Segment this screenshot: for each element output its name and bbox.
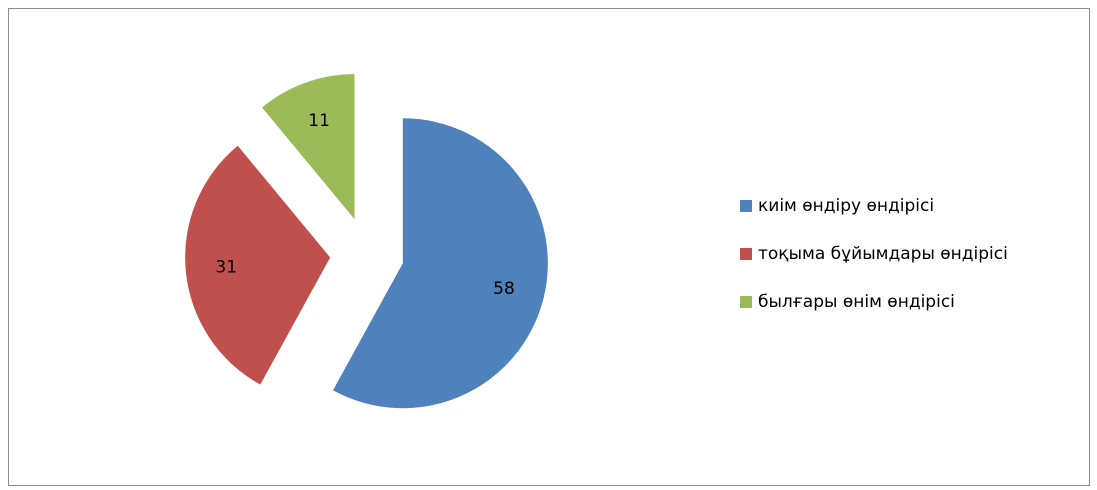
pie-slice xyxy=(332,118,548,409)
data-label: 11 xyxy=(308,111,330,131)
pie-slice xyxy=(185,145,331,385)
data-label: 58 xyxy=(493,279,515,299)
pie-slice xyxy=(262,74,355,220)
legend-label: былғары өнім өндірісі xyxy=(758,292,955,312)
legend-label: тоқыма бұйымдары өндірісі xyxy=(758,244,1008,264)
legend-label: киім өндіру өндірісі xyxy=(758,196,934,216)
data-label: 31 xyxy=(215,257,237,277)
legend-swatch xyxy=(740,296,752,308)
legend-swatch xyxy=(740,248,752,260)
legend-swatch xyxy=(740,200,752,212)
